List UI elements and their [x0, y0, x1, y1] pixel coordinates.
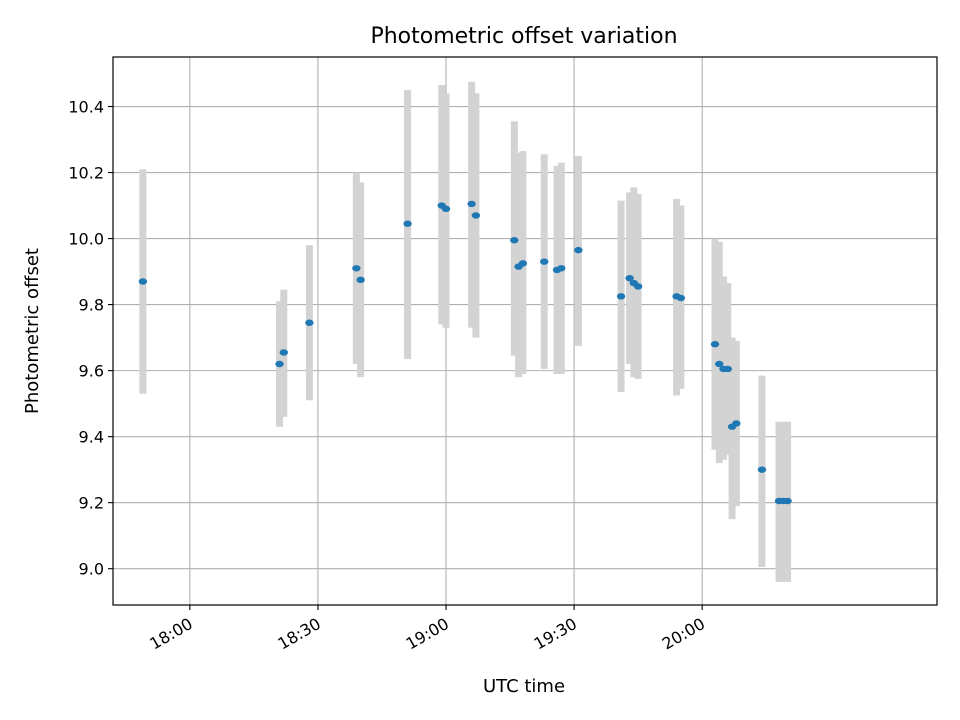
data-point — [138, 278, 148, 285]
y-tick-label: 9.2 — [79, 494, 104, 513]
data-point — [540, 258, 549, 265]
data-point — [279, 349, 288, 356]
y-tick-label: 9.8 — [79, 296, 104, 315]
data-point — [467, 200, 476, 208]
data-point — [305, 319, 314, 326]
data-point — [471, 212, 481, 219]
data-point — [557, 265, 566, 272]
y-tick-label: 9.6 — [79, 362, 104, 381]
data-point — [676, 294, 686, 302]
data-point — [723, 365, 732, 373]
data-points — [138, 200, 792, 505]
data-point — [356, 276, 365, 284]
y-tick-label: 9.4 — [79, 428, 104, 447]
data-point — [518, 260, 528, 267]
data-point — [732, 420, 741, 427]
error-bar — [715, 241, 723, 464]
y-tick-label: 9.0 — [79, 560, 104, 579]
y-tick-label: 10.0 — [68, 230, 104, 249]
data-point — [441, 205, 451, 213]
y-tick-label: 10.2 — [68, 164, 104, 183]
data-point — [715, 360, 724, 368]
data-point — [710, 341, 720, 348]
data-point — [757, 466, 767, 473]
data-point — [633, 283, 643, 290]
y-axis-label: Photometric offset — [22, 248, 43, 414]
y-tick-label: 10.4 — [68, 98, 104, 117]
data-point — [616, 293, 626, 300]
chart-title: Photometric offset variation — [370, 24, 677, 49]
data-point — [510, 237, 519, 244]
data-point — [574, 246, 583, 254]
data-point — [625, 274, 634, 282]
y-axis: 9.0 9.2 9.4 9.6 9.8 10.0 10.2 10.4 — [68, 98, 113, 579]
data-point — [403, 220, 412, 227]
x-axis-label: UTC time — [483, 676, 565, 697]
data-point — [783, 497, 792, 505]
plot-area-frame — [112, 56, 938, 606]
data-point — [275, 360, 284, 368]
data-point — [352, 265, 361, 272]
